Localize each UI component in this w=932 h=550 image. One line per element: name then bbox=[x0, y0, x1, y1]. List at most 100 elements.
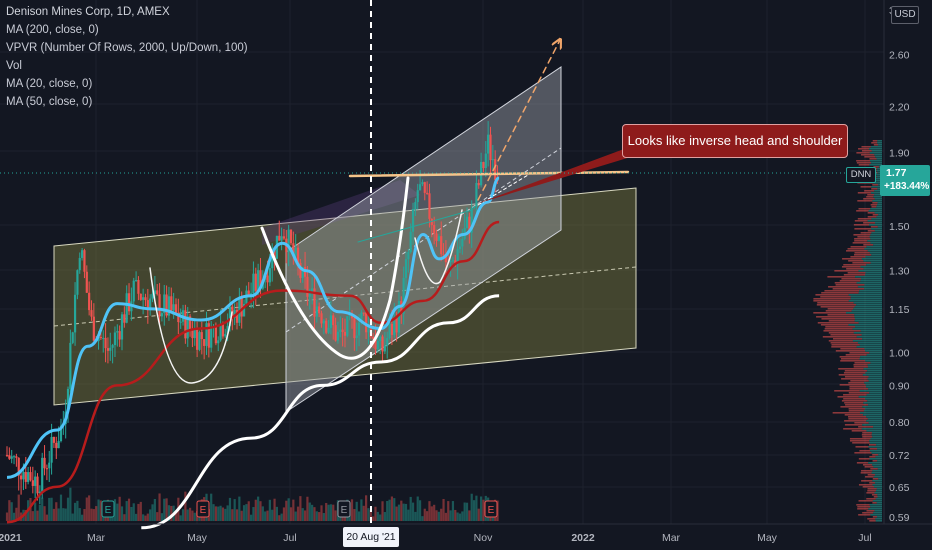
ma50-line[interactable] bbox=[6, 220, 500, 524]
candle-body bbox=[475, 183, 478, 207]
candle-body bbox=[144, 297, 147, 301]
candle-body bbox=[113, 332, 117, 346]
candle-body bbox=[421, 182, 424, 185]
volume-bar bbox=[92, 509, 95, 521]
profile-bar bbox=[843, 372, 866, 374]
time-tick-label: May bbox=[187, 532, 208, 544]
candle-body bbox=[341, 329, 344, 332]
profile-bar bbox=[873, 476, 882, 478]
candle-body bbox=[207, 323, 210, 348]
candle-body bbox=[228, 306, 232, 326]
annotation-callout[interactable]: Looks like inverse head and shoulder bbox=[622, 124, 848, 158]
candle-body bbox=[388, 323, 391, 339]
profile-bar bbox=[867, 250, 882, 252]
volume-bar bbox=[231, 509, 234, 521]
legend-indicator[interactable]: VPVR (Number Of Rows, 2000, Up/Down, 100… bbox=[6, 42, 248, 54]
profile-bar bbox=[820, 306, 855, 308]
profile-bar bbox=[871, 206, 877, 208]
earnings-marker[interactable] bbox=[101, 500, 115, 518]
profile-bar bbox=[848, 408, 865, 410]
profile-bar bbox=[869, 164, 882, 166]
ma200-line[interactable] bbox=[141, 294, 500, 530]
volume-bar bbox=[41, 497, 44, 521]
profile-bar bbox=[869, 448, 878, 450]
profile-bar bbox=[873, 244, 882, 246]
candle-body bbox=[156, 290, 159, 295]
profile-bar bbox=[862, 512, 874, 514]
profile-bar bbox=[866, 354, 882, 356]
earnings-marker[interactable] bbox=[337, 500, 351, 518]
volume-bar bbox=[271, 509, 274, 521]
profile-bar bbox=[835, 350, 866, 352]
volume-bar bbox=[259, 501, 262, 521]
profile-bar bbox=[856, 346, 882, 348]
profile-bar bbox=[868, 444, 877, 446]
volume-bar bbox=[134, 513, 138, 521]
candle-body bbox=[306, 276, 309, 297]
profile-bar bbox=[876, 216, 882, 218]
volume-bar bbox=[381, 501, 384, 521]
candle-body bbox=[10, 456, 13, 459]
legend-indicator[interactable]: MA (50, close, 0) bbox=[6, 96, 93, 108]
volume-bar bbox=[322, 513, 325, 521]
earnings-marker[interactable] bbox=[484, 500, 498, 518]
volume-bar bbox=[179, 515, 182, 521]
currency-button[interactable]: USD bbox=[891, 6, 919, 24]
profile-bar bbox=[877, 142, 882, 144]
volume-bar bbox=[118, 496, 121, 521]
candle-body bbox=[41, 457, 44, 492]
profile-bar bbox=[878, 214, 882, 216]
candle-body bbox=[24, 471, 27, 482]
volume-bar bbox=[130, 506, 133, 521]
profile-bar bbox=[869, 442, 882, 444]
profile-bar bbox=[845, 354, 867, 356]
ma20-line[interactable] bbox=[6, 176, 500, 479]
candle-body bbox=[336, 331, 340, 341]
last-price-value: 1.77 bbox=[886, 167, 907, 179]
candle-body bbox=[299, 262, 302, 278]
legend-indicator[interactable]: MA (200, close, 0) bbox=[6, 24, 99, 36]
volume-bar bbox=[407, 509, 410, 521]
price-tick-label: 2.20 bbox=[889, 102, 910, 114]
profile-bar bbox=[842, 258, 862, 260]
candle-body bbox=[36, 476, 39, 494]
candle-body bbox=[428, 193, 431, 219]
candle-body bbox=[376, 340, 379, 350]
profile-bar bbox=[861, 258, 882, 260]
legend-title[interactable]: Denison Mines Corp, 1D, AMEX bbox=[6, 6, 170, 18]
profile-bar bbox=[863, 244, 874, 246]
profile-bar bbox=[855, 276, 882, 278]
volume-bar bbox=[465, 502, 469, 521]
profile-bar bbox=[875, 498, 882, 500]
legend-indicator[interactable]: MA (20, close, 0) bbox=[6, 78, 93, 90]
profile-bar bbox=[872, 502, 877, 504]
volume-bar bbox=[123, 514, 126, 521]
profile-bar bbox=[857, 200, 873, 202]
volume-bar bbox=[496, 500, 499, 521]
profile-bar bbox=[860, 356, 882, 358]
profile-bar bbox=[827, 276, 856, 278]
volume-bar bbox=[144, 515, 147, 521]
time-axis[interactable]: 2021 Mar May Jul Nov 2022 Mar May Jul bbox=[0, 523, 932, 544]
profile-bar bbox=[870, 146, 882, 148]
profile-bar bbox=[863, 260, 882, 262]
profile-bar bbox=[869, 482, 876, 484]
candle-body bbox=[127, 293, 131, 312]
volume-bar bbox=[480, 496, 483, 521]
volume-bar bbox=[372, 516, 375, 521]
profile-bar bbox=[869, 158, 877, 160]
price-scale[interactable]: 3.002.602.201.901.501.301.151.000.900.80… bbox=[883, 0, 910, 524]
profile-bar bbox=[870, 238, 882, 240]
profile-bar bbox=[856, 462, 869, 464]
volume-bar bbox=[472, 500, 476, 521]
profile-bar bbox=[866, 420, 882, 422]
profile-bar bbox=[824, 290, 860, 292]
legend-indicator[interactable]: Vol bbox=[6, 60, 22, 72]
profile-bar bbox=[866, 246, 882, 248]
earnings-marker[interactable] bbox=[196, 500, 210, 518]
profile-bar bbox=[867, 474, 875, 476]
profile-bar bbox=[860, 186, 872, 188]
candle-body bbox=[116, 331, 119, 333]
